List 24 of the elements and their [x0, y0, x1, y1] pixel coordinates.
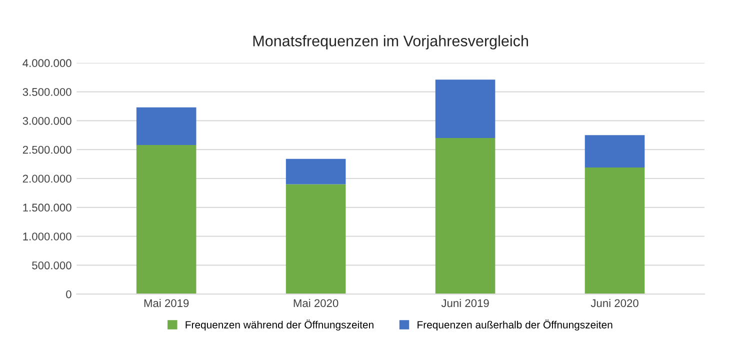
bar — [136, 144, 196, 294]
bar — [286, 184, 346, 294]
y-tick-label: 1.000.000 — [23, 232, 72, 240]
bar — [435, 138, 496, 294]
legend-label: Frequenzen während der Öffnungszeiten — [186, 320, 374, 331]
chart-title: Monatsfrequenzen im Vorjahresvergleich — [253, 35, 528, 50]
legend-label: Frequenzen außerhalb der Öffnungszeiten — [418, 320, 612, 331]
y-tick-label: 3.000.000 — [22, 116, 72, 125]
y-tick-label: 1.500.000 — [23, 204, 72, 212]
x-tick-label: Mai 2019 — [144, 298, 189, 308]
x-tick-label: Juni 2019 — [441, 298, 489, 308]
y-tick-label: 3.500.000 — [22, 88, 72, 96]
x-tick-label: Mai 2020 — [294, 298, 338, 308]
bar — [584, 168, 645, 294]
y-tick-label: 2.000.000 — [22, 174, 72, 183]
bar — [286, 158, 346, 184]
x-tick-label: Juni 2020 — [590, 298, 638, 308]
y-tick-label: 4.000.000 — [22, 59, 72, 68]
y-tick-label: 2.500.000 — [22, 146, 72, 154]
y-tick-label: 0 — [66, 290, 72, 298]
bar — [584, 135, 645, 168]
bar — [136, 107, 196, 145]
bar — [435, 80, 496, 138]
y-tick-label: 500.000 — [32, 261, 72, 270]
